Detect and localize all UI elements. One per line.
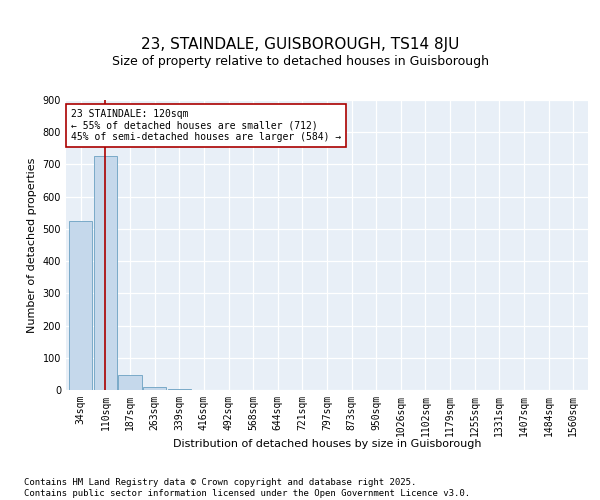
Text: Size of property relative to detached houses in Guisborough: Size of property relative to detached ho… [112,54,488,68]
Text: 23, STAINDALE, GUISBOROUGH, TS14 8JU: 23, STAINDALE, GUISBOROUGH, TS14 8JU [141,38,459,52]
Bar [118,375,142,390]
Y-axis label: Number of detached properties: Number of detached properties [27,158,37,332]
Bar [94,156,117,390]
Text: Contains HM Land Registry data © Crown copyright and database right 2025.
Contai: Contains HM Land Registry data © Crown c… [24,478,470,498]
X-axis label: Distribution of detached houses by size in Guisborough: Distribution of detached houses by size … [173,439,481,449]
Text: 23 STAINDALE: 120sqm
← 55% of detached houses are smaller (712)
45% of semi-deta: 23 STAINDALE: 120sqm ← 55% of detached h… [71,108,341,142]
Bar [69,221,92,390]
Bar [143,387,166,390]
